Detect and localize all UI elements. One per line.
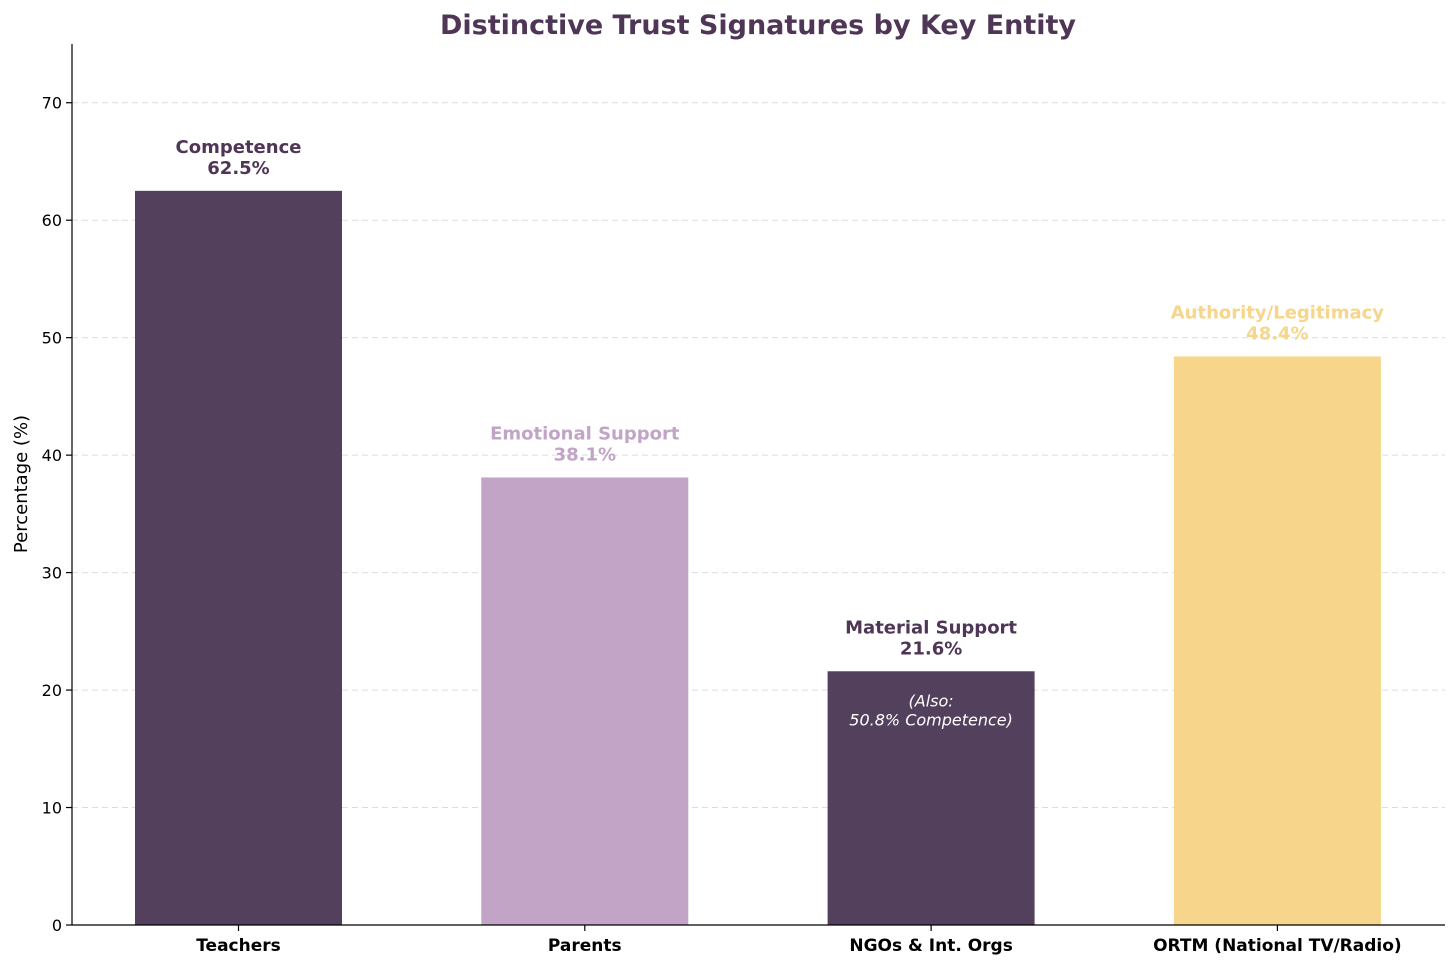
x-tick-label-1: Parents (548, 936, 622, 956)
bar-value-label-3: 48.4% (1246, 323, 1308, 344)
bar-2 (827, 671, 1035, 925)
bar-value-label-2: 21.6% (900, 638, 962, 659)
y-axis-label: Percentage (%) (11, 415, 32, 553)
bar-value-label-0: 62.5% (207, 158, 269, 179)
bars (135, 190, 1381, 926)
bar-dimension-label-0: Competence (176, 137, 302, 158)
x-tick-label-3: ORTM (National TV/Radio) (1153, 936, 1402, 956)
y-tick-label-60: 60 (42, 211, 62, 230)
y-tick-label-50: 50 (42, 329, 62, 348)
y-tick-label-0: 0 (52, 916, 62, 935)
x-axis-ticks: Teachers Parents NGOs & Int. Orgs ORTM (Nat… (196, 925, 1402, 956)
y-axis-ticks: 0 10 20 30 40 50 60 70 (42, 94, 72, 935)
bar-dimension-label-3: Authority/Legitimacy (1171, 302, 1385, 323)
annotation-line-0: (Also: (909, 691, 954, 710)
annotations: (Also:50.8% Competence) (849, 691, 1013, 729)
y-tick-label-40: 40 (42, 446, 62, 465)
bar-3 (1173, 356, 1381, 926)
bar-dimension-label-2: Material Support (845, 617, 1017, 638)
x-tick-label-0: Teachers (196, 936, 281, 956)
x-tick-label-2: NGOs & Int. Orgs (849, 936, 1012, 956)
bar-value-label-1: 38.1% (554, 444, 616, 465)
y-tick-label-20: 20 (42, 681, 62, 700)
y-tick-label-30: 30 (42, 564, 62, 583)
annotation-line-1: 50.8% Competence) (849, 710, 1013, 729)
bar-1 (481, 477, 689, 925)
y-tick-label-70: 70 (42, 94, 62, 113)
axes (71, 44, 1445, 926)
chart-title: Distinctive Trust Signatures by Key Enti… (440, 10, 1076, 41)
bar-0 (135, 190, 342, 926)
bar-dimension-label-1: Emotional Support (490, 423, 680, 444)
y-tick-label-10: 10 (42, 799, 62, 818)
